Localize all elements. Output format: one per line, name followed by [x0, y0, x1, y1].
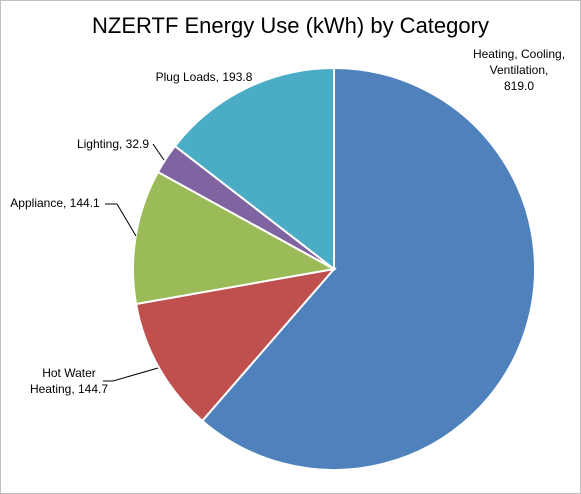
- pie-slice-plug-loads: [173, 66, 335, 272]
- slice-label-line: Heating, 144.7: [30, 382, 108, 396]
- leader-line: [105, 203, 137, 237]
- chart-title: NZERTF Energy Use (kWh) by Category: [92, 13, 489, 38]
- slice-label: Lighting, 32.9: [77, 137, 149, 151]
- slice-labels: Heating, Cooling, Ventilation, 819.0 Hot Wa…: [10, 47, 565, 396]
- pie-slices: [132, 66, 536, 471]
- slice-label: Plug Loads, 193.8: [156, 70, 253, 84]
- slice-label-line: Plug Loads, 193.8: [156, 70, 253, 84]
- slice-label-line: Appliance, 144.1: [10, 196, 100, 210]
- slice-label: Heating, Cooling, Ventilation, 819.0: [473, 47, 565, 93]
- pie-slice-heating-cooling-ventilation: [200, 66, 536, 471]
- slice-label-line: Heating, Cooling,: [473, 47, 565, 61]
- slice-label-line: Lighting, 32.9: [77, 137, 149, 151]
- leader-line: [103, 367, 159, 382]
- slice-label-line: 819.0: [504, 79, 534, 93]
- leader-lines: [103, 143, 165, 382]
- pie-slice-hot-water-heating: [134, 267, 337, 423]
- slice-label-line: Hot Water: [42, 366, 96, 380]
- slice-label-line: Ventilation,: [490, 63, 549, 77]
- slice-label: Appliance, 144.1: [10, 196, 100, 210]
- leader-line: [152, 143, 165, 161]
- slice-label: Hot Water Heating, 144.7: [30, 366, 108, 396]
